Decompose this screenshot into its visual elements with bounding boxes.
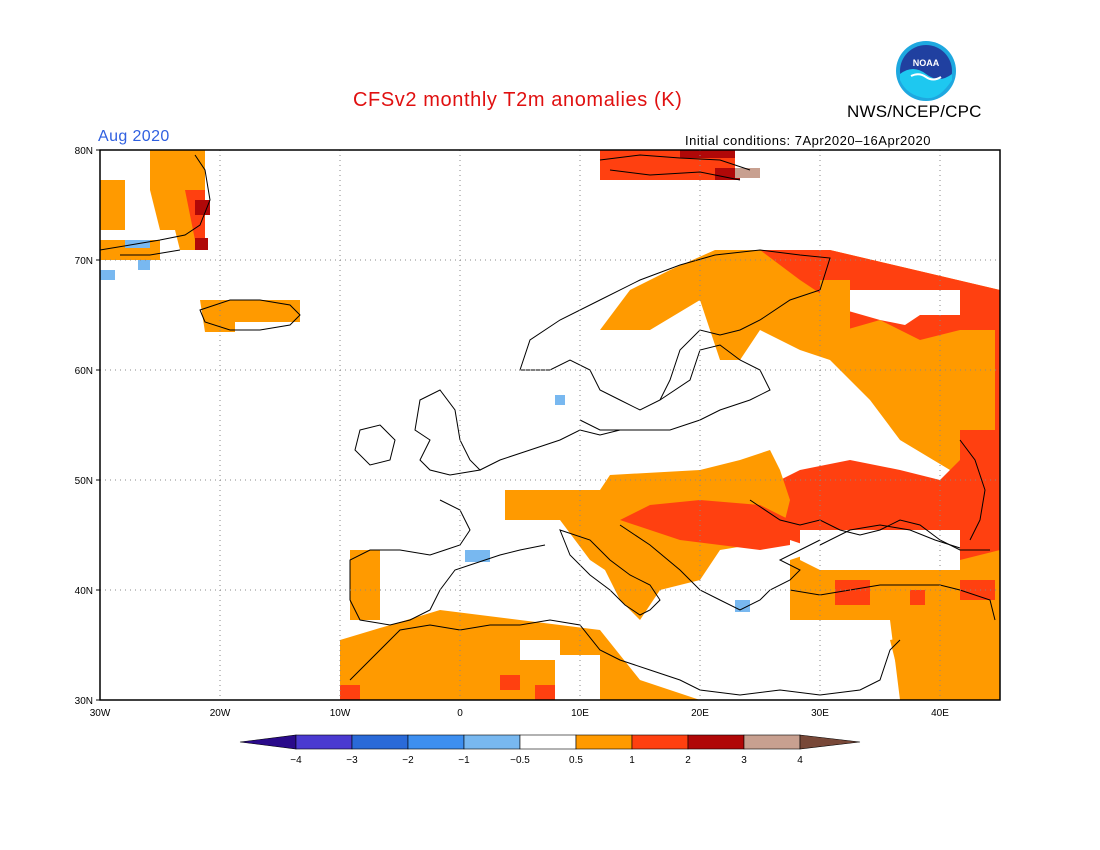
colorbar-high-arrow — [799, 734, 861, 750]
organization-label: NWS/NCEP/CPC — [847, 102, 982, 121]
coastline-britain — [354, 389, 482, 476]
coastline-north-africa — [349, 619, 901, 696]
chart-title: CFSv2 monthly T2m anomalies (K) — [353, 89, 683, 111]
colorbar — [239, 734, 861, 750]
anomaly-region-iberia-cool — [465, 395, 565, 562]
coastline-europe-west — [349, 429, 621, 626]
anomaly-fields — [100, 150, 1000, 700]
svg-text:NOAA: NOAA — [913, 58, 940, 68]
lat-label: 40N — [75, 586, 93, 597]
colorbar-swatch — [407, 734, 465, 750]
colorbar-label: 4 — [797, 755, 803, 766]
anomaly-region-iberia — [350, 550, 380, 620]
anomaly-region-greenland-hot — [195, 200, 210, 250]
coastline-caspian — [959, 439, 986, 541]
anomaly-region-greenland-east — [150, 150, 205, 250]
colorbar-low-arrow — [239, 734, 297, 750]
colorbar-label: 3 — [741, 755, 747, 766]
lat-label: 50N — [75, 476, 93, 487]
colorbar-swatch — [631, 734, 689, 750]
lat-label: 30N — [75, 696, 93, 707]
coastline-scandinavia — [519, 249, 831, 411]
lon-label: 10W — [330, 708, 351, 719]
anomaly-region-middle-east — [890, 620, 1000, 700]
colorbar-label: 0.5 — [569, 755, 583, 766]
colorbar-swatch — [687, 734, 745, 750]
coastline-balkans — [619, 499, 990, 611]
anomaly-region-russia-cool — [820, 280, 850, 350]
lon-label: 30E — [811, 708, 829, 719]
coastline-baltic — [579, 344, 771, 431]
anomaly-region-kola-cool — [845, 290, 960, 325]
lon-label: 40E — [931, 708, 949, 719]
lat-label: 70N — [75, 256, 93, 267]
colorbar-swatch — [743, 734, 801, 750]
anomaly-region-svalbard-extreme — [735, 168, 760, 178]
lat-label: 60N — [75, 366, 93, 377]
colorbar-swatch — [351, 734, 409, 750]
lon-label: 30W — [90, 708, 111, 719]
colorbar-label: −4 — [290, 755, 302, 766]
coastlines — [99, 154, 996, 696]
anomaly-region-africa-warm — [340, 675, 555, 700]
lat-axis: 80N 70N 60N 50N 40N 30N — [75, 146, 100, 707]
lon-label: 20E — [691, 708, 709, 719]
graticule-lines — [100, 150, 1000, 700]
coastline-svalbard — [599, 154, 751, 181]
anomaly-region-russia-warm — [640, 250, 1000, 560]
colorbar-label: −3 — [346, 755, 358, 766]
noaa-logo-icon: NOAA — [896, 41, 956, 101]
graticule — [100, 150, 1000, 700]
map-frame — [99, 149, 1001, 701]
coastline-iceland — [199, 299, 301, 331]
colorbar-label: −2 — [402, 755, 414, 766]
colorbar-swatch — [463, 734, 521, 750]
lon-label: 10E — [571, 708, 589, 719]
colorbar-label: −0.5 — [510, 755, 530, 766]
colorbar-label: 2 — [685, 755, 691, 766]
forecast-period: Aug 2020 — [98, 128, 170, 145]
lat-label: 80N — [75, 146, 93, 157]
colorbar-swatch — [295, 734, 353, 750]
colorbar-labels: −4 −3 −2 −1 −0.5 0.5 1 2 3 4 — [290, 755, 803, 766]
colorbar-label: −1 — [458, 755, 470, 766]
anomaly-region-greenland — [100, 180, 125, 230]
colorbar-swatch — [575, 734, 633, 750]
anomaly-region-greenland-cool — [100, 240, 150, 280]
anomaly-region-iceland — [200, 300, 300, 332]
coastline-turkey — [789, 584, 996, 621]
anomaly-region-balkans-warm — [620, 500, 790, 550]
coastline-greenland — [99, 154, 211, 256]
lon-label: 20W — [210, 708, 231, 719]
coastline-black-sea — [819, 524, 961, 549]
lon-label: 0 — [457, 708, 463, 719]
lon-axis: 30W 20W 10W 0 10E 20E 30E 40E — [90, 708, 950, 719]
anomaly-region-black-sea-cool — [800, 530, 960, 570]
anomaly-region-svalbard-hot — [680, 150, 740, 180]
initial-conditions: Initial conditions: 7Apr2020–16Apr2020 — [685, 133, 931, 148]
coastline-italy — [559, 529, 661, 616]
anomaly-region-turkey-warm — [835, 580, 995, 605]
colorbar-swatch — [519, 734, 577, 750]
colorbar-label: 1 — [629, 755, 635, 766]
